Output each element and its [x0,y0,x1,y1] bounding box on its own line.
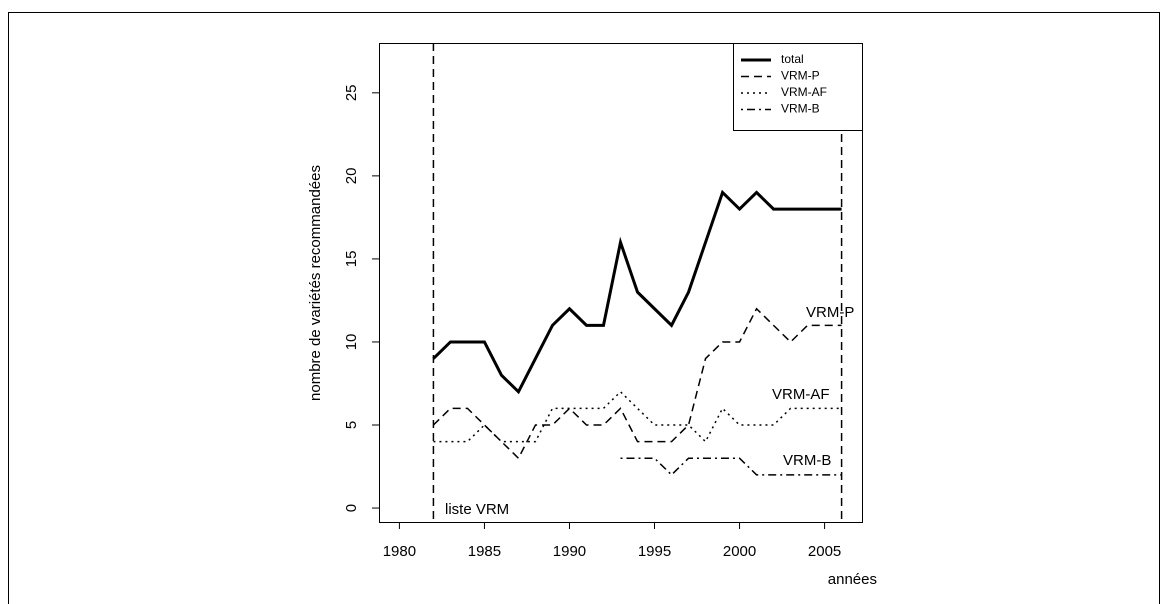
legend: total VRM-P VRM-AF VRM-B [733,43,863,131]
x-tick-label: 1995 [638,543,671,560]
annotation: VRM-AF [772,386,830,403]
y-tick-label: 10 [343,334,360,351]
legend-label: VRM-P [781,69,820,83]
series-line [620,457,842,476]
x-tick-label: 1985 [468,543,501,560]
y-tick-label: 25 [343,84,360,101]
annotation: VRM-P [806,304,854,321]
x-tick-label: 2005 [808,543,841,560]
y-tick-label: 20 [343,168,360,185]
x-tick-label: 1980 [383,543,416,560]
frame [8,12,1160,604]
y-tick-label: 5 [343,421,360,429]
legend-label: total [781,52,804,66]
x-tick-label: 1990 [553,543,586,560]
legend-label: VRM-AF [781,85,827,99]
annotation: liste VRM [445,501,509,518]
legend-label: VRM-B [781,102,820,116]
series-line [432,189,842,395]
x-axis-label: années [828,571,877,588]
y-axis-label: nombre de variétés recommandées [307,165,324,401]
annotation: VRM-B [783,452,831,469]
plot-box [379,43,863,523]
series-line [432,307,842,460]
x-tick-label: 2000 [723,543,756,560]
y-tick-label: 15 [343,251,360,268]
legend-box [733,43,863,131]
y-tick-label: 0 [343,504,360,512]
